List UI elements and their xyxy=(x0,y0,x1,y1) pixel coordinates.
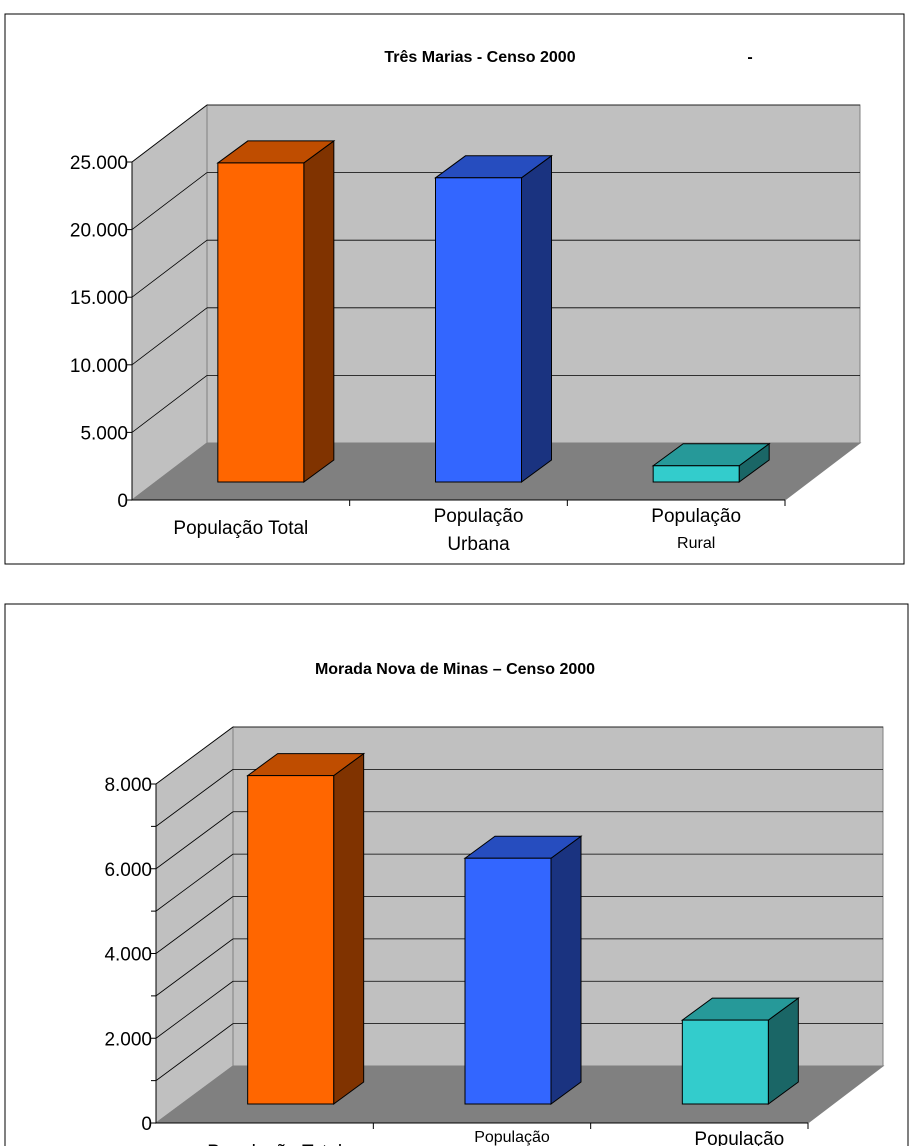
chart-tres-marias: Três Marias - Censo 2000 - 0 5.000 10.000 1… xyxy=(0,0,909,570)
y-tick-label: 0 xyxy=(117,491,128,512)
bar-side xyxy=(550,835,582,1105)
gridline-side xyxy=(155,980,234,1039)
gridline-side xyxy=(155,938,234,997)
gridline-side xyxy=(155,896,234,954)
bar-2 xyxy=(680,997,800,1105)
y-tick-label: 6.000 xyxy=(104,860,152,881)
bar-2 xyxy=(651,442,771,483)
bar-side xyxy=(521,154,552,483)
gridline-side xyxy=(155,769,234,827)
bar-1 xyxy=(433,154,554,483)
y-tick-label: 20.000 xyxy=(70,221,128,242)
chart-morada-nova-svg: Morada Nova de Minas – Censo 2000 0 2.000… xyxy=(4,603,909,1146)
chart-title: Três Marias - Censo 2000 xyxy=(384,49,575,66)
y-tick-label: 8.000 xyxy=(104,775,152,796)
bar-front xyxy=(435,177,522,483)
y-tick-label: 2.000 xyxy=(104,1029,152,1050)
x-tick-label: População xyxy=(474,1129,550,1146)
bar-front xyxy=(464,857,552,1105)
y-tick-label: 10.000 xyxy=(70,356,128,377)
gridline-side xyxy=(155,811,234,870)
y-tick-label: 15.000 xyxy=(70,288,128,309)
bar-side xyxy=(333,752,365,1105)
chart-title-suffix: - xyxy=(747,49,752,66)
bar-front xyxy=(217,162,305,483)
gridline-side xyxy=(131,375,208,433)
x-tick-label: População xyxy=(651,506,741,527)
x-tick-label: População xyxy=(434,506,524,527)
plot-area: 0 2.000 4.000 6.000 8.000 População Total Popu… xyxy=(104,726,885,1146)
y-tick-label: 25.000 xyxy=(70,153,128,174)
gridline-side xyxy=(155,1023,234,1081)
gridline-side xyxy=(155,853,234,912)
y-tick-label: 0 xyxy=(141,1114,152,1135)
gridline-side xyxy=(131,172,208,230)
gridline-side xyxy=(131,104,208,163)
x-tick-label: Rural xyxy=(677,535,715,552)
gridline-side xyxy=(131,239,208,298)
bar-front xyxy=(247,775,335,1105)
bar-front xyxy=(652,465,740,483)
x-tick-label: População Total xyxy=(207,1142,342,1146)
chart-tres-marias-svg: Três Marias - Censo 2000 - 0 5.000 10.000 1… xyxy=(4,13,905,565)
side-wall xyxy=(131,103,208,502)
gridline-side xyxy=(131,307,208,366)
bar-0 xyxy=(216,139,336,483)
bar-side xyxy=(303,139,335,483)
chart-morada-nova: Morada Nova de Minas – Censo 2000 0 2.000… xyxy=(0,602,909,1146)
y-tick-label: 4.000 xyxy=(104,945,152,966)
gridline-side xyxy=(155,726,234,785)
chart-title: Morada Nova de Minas – Censo 2000 xyxy=(315,661,595,678)
bar-1 xyxy=(463,835,583,1105)
x-tick-label: Urbana xyxy=(447,534,510,555)
x-tick-label: População xyxy=(694,1129,784,1146)
bar-front xyxy=(681,1019,769,1105)
bar-0 xyxy=(246,752,366,1105)
plot-area: 0 5.000 10.000 15.000 20.000 25.000 População … xyxy=(70,103,862,555)
y-tick-label: 5.000 xyxy=(80,423,128,444)
x-tick-label: População Total xyxy=(173,518,308,539)
